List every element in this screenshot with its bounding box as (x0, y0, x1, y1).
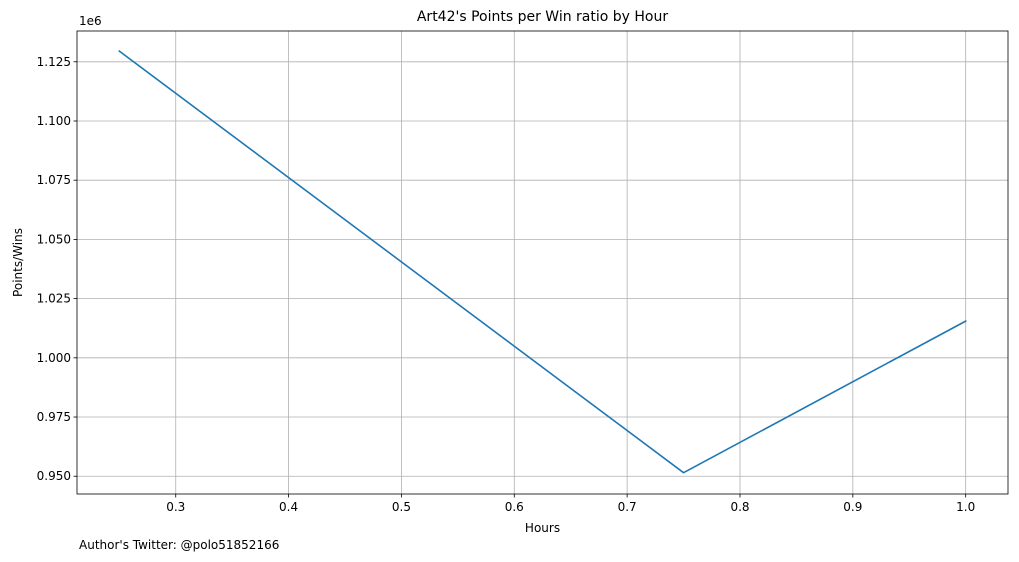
series (118, 50, 967, 474)
y-tick-label: 1.125 (37, 55, 71, 69)
ticks: 0.3 0.4 0.5 0.6 0.7 0.8 0.9 1.0 0.950 0.975 1.000 1… (37, 55, 976, 514)
y-tick-label: 1.100 (37, 114, 71, 128)
plot-frame (76, 30, 1009, 495)
x-tick-label: 0.3 (166, 500, 185, 514)
grid (77, 31, 1008, 494)
x-tick-label: 0.9 (843, 500, 862, 514)
y-tick-label: 1.025 (37, 292, 71, 306)
series-line (118, 50, 967, 474)
y-tick-label: 0.975 (37, 410, 71, 424)
y-tick-label: 1.000 (37, 351, 71, 365)
x-tick-label: 1.0 (956, 500, 975, 514)
x-tick-label: 0.8 (730, 500, 749, 514)
x-axis-label: Hours (525, 521, 560, 535)
y-offset-text: 1e6 (79, 14, 102, 28)
y-tick-label: 1.050 (37, 232, 71, 246)
x-tick-label: 0.6 (505, 500, 524, 514)
x-tick-label: 0.4 (279, 500, 298, 514)
y-tick-label: 0.950 (37, 469, 71, 483)
y-axis-label: Points/Wins (11, 228, 25, 297)
chart-title: Art42's Points per Win ratio by Hour (417, 9, 669, 25)
y-tick-label: 1.075 (37, 173, 71, 187)
author-credit: Author's Twitter: @polo51852166 (79, 538, 280, 552)
x-tick-label: 0.5 (392, 500, 411, 514)
x-tick-label: 0.7 (618, 500, 637, 514)
